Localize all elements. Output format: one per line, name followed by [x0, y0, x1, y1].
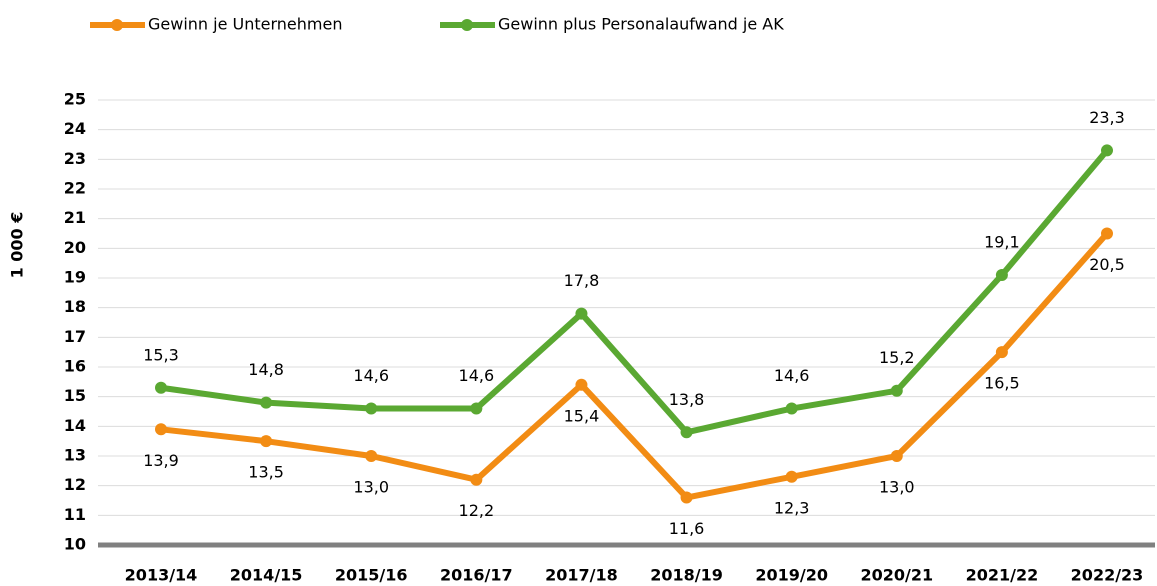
point [680, 491, 693, 504]
y-tick-label: 20 [64, 238, 86, 257]
y-tick-label: 21 [64, 208, 86, 227]
point [260, 435, 273, 448]
data-label: 20,5 [1089, 255, 1125, 274]
point [470, 473, 483, 486]
data-label: 15,2 [879, 348, 915, 367]
x-tick-label: 2019/20 [755, 566, 828, 585]
data-label: 16,5 [984, 374, 1020, 393]
y-tick-label: 17 [64, 327, 86, 346]
x-tick-label: 2013/14 [125, 566, 198, 585]
legend-label: Gewinn je Unternehmen [148, 15, 342, 34]
y-tick-label: 24 [64, 119, 86, 138]
point [470, 402, 483, 415]
data-label: 14,6 [774, 366, 810, 385]
data-label: 14,6 [459, 366, 495, 385]
data-label: 23,3 [1089, 108, 1125, 127]
data-label: 14,8 [248, 360, 284, 379]
data-label: 14,6 [353, 366, 389, 385]
legend-label: Gewinn plus Personalaufwand je AK [498, 15, 784, 34]
x-tick-label: 2021/22 [966, 566, 1039, 585]
y-tick-label: 14 [64, 416, 86, 435]
point [365, 450, 378, 462]
data-label: 12,2 [459, 501, 495, 520]
point [890, 450, 903, 462]
y-tick-label: 11 [64, 505, 86, 524]
data-label: 19,1 [984, 233, 1020, 252]
point [365, 402, 378, 415]
data-label: 15,3 [143, 345, 179, 364]
series-line [160, 231, 1110, 501]
point [995, 269, 1008, 282]
data-label: 13,9 [143, 451, 179, 470]
point [155, 423, 167, 436]
point [575, 378, 588, 391]
y-axis-title: 1 000 € [8, 212, 27, 279]
point [995, 346, 1008, 359]
data-label: 11,6 [669, 519, 705, 538]
point [1101, 144, 1113, 157]
x-tick-label: 2020/21 [860, 566, 933, 585]
point [260, 396, 273, 409]
x-tick-label: 2015/16 [335, 566, 408, 585]
data-label: 13,5 [248, 463, 284, 482]
data-label: 13,0 [879, 478, 915, 497]
x-tick-label: 2017/18 [545, 566, 618, 585]
y-tick-label: 23 [64, 149, 86, 168]
y-tick-label: 19 [64, 268, 86, 287]
data-label: 12,3 [774, 498, 810, 517]
series-line [160, 148, 1110, 436]
y-tick-label: 15 [64, 386, 86, 405]
point [155, 381, 167, 394]
legend-marker [111, 19, 123, 31]
data-label: 13,0 [353, 478, 389, 497]
point [575, 307, 588, 320]
y-tick-label: 16 [64, 357, 86, 376]
point [680, 426, 693, 439]
x-tick-label: 2014/15 [230, 566, 303, 585]
legend-marker [461, 19, 473, 31]
point [1101, 227, 1113, 240]
y-tick-label: 18 [64, 297, 86, 316]
y-tick-label: 22 [64, 179, 86, 198]
x-tick-label: 2022/23 [1071, 566, 1144, 585]
x-tick-label: 2018/19 [650, 566, 723, 585]
point [890, 384, 903, 397]
point [785, 402, 798, 415]
y-tick-label: 10 [64, 535, 86, 554]
y-tick-label: 13 [64, 446, 86, 465]
point [785, 470, 798, 483]
x-tick-label: 2016/17 [440, 566, 513, 585]
y-tick-label: 12 [64, 475, 86, 494]
data-label: 15,4 [564, 406, 600, 425]
y-tick-label: 25 [64, 90, 86, 109]
data-label: 13,8 [669, 390, 705, 409]
data-label: 17,8 [564, 271, 600, 290]
